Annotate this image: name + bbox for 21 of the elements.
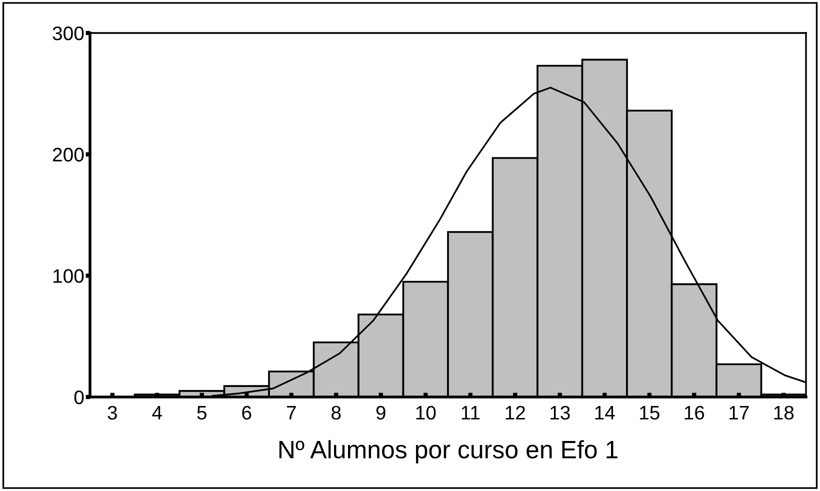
x-tick-label: 15 <box>640 406 660 420</box>
x-tick-label: 12 <box>506 406 525 420</box>
y-tick-label: 0 <box>74 390 84 404</box>
y-tick-label: 300 <box>52 26 84 40</box>
x-tick-label: 6 <box>242 406 252 420</box>
x-tick-label: 14 <box>595 406 615 420</box>
x-tick-label: 8 <box>332 406 341 420</box>
x-tick-label: 17 <box>730 406 749 420</box>
x-tick-label: 11 <box>462 406 480 420</box>
x-axis-title: Nº Alumnos por curso en Efo 1 <box>279 440 618 464</box>
y-tick-label: 100 <box>53 269 84 283</box>
x-tick-label: 3 <box>108 406 117 420</box>
x-tick-label: 10 <box>416 406 436 420</box>
x-tick-label: 13 <box>550 406 570 420</box>
x-tick-label: 18 <box>774 406 794 420</box>
x-tick-label: 9 <box>376 406 386 420</box>
y-tick-label: 200 <box>52 148 84 162</box>
x-tick-label: 5 <box>197 406 206 420</box>
x-tick-label: 7 <box>286 406 296 420</box>
x-tick-label: 4 <box>152 406 162 420</box>
x-tick-label: 16 <box>684 406 704 420</box>
